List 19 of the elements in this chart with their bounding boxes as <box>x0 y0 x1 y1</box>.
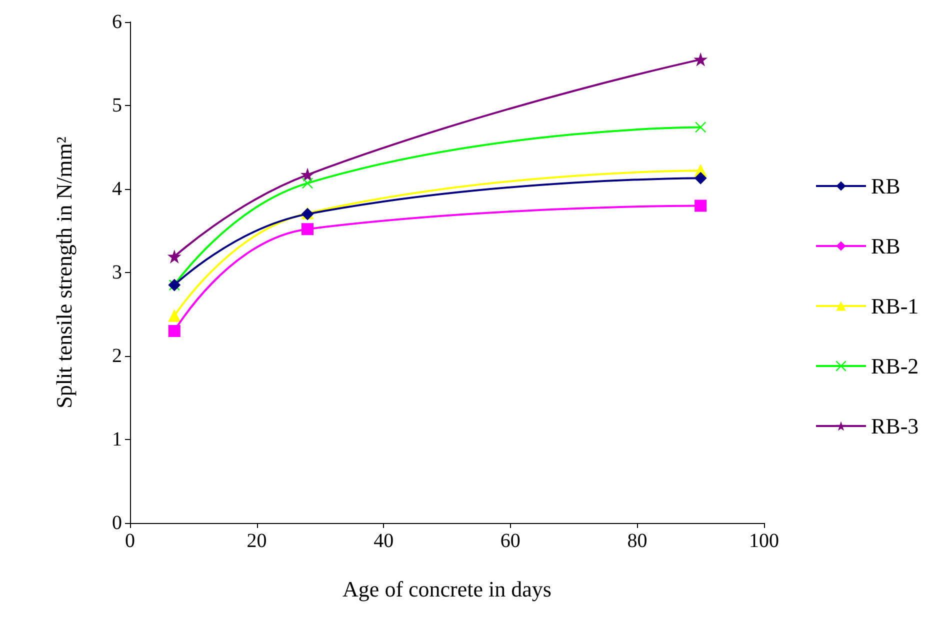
y-tick-label: 2 <box>112 345 122 367</box>
legend-label: RB <box>871 174 900 198</box>
legend-label: RB-2 <box>871 354 919 378</box>
x-tick-label: 100 <box>749 530 779 552</box>
y-tick-label: 4 <box>112 178 122 200</box>
legend-label: RB <box>871 234 900 258</box>
legend-label: RB-1 <box>871 294 919 318</box>
x-axis-title: Age of concrete in days <box>342 576 552 602</box>
y-tick-label: 0 <box>112 512 122 534</box>
legend-label: RB-3 <box>871 414 919 438</box>
y-tick-label: 1 <box>112 428 122 450</box>
x-tick-label: 40 <box>374 530 394 552</box>
y-tick-label: 6 <box>112 11 122 33</box>
y-tick-label: 5 <box>112 94 122 116</box>
x-tick-label: 80 <box>627 530 648 552</box>
x-tick-label: 20 <box>246 530 267 552</box>
y-tick-label: 3 <box>112 262 122 284</box>
x-tick-label: 60 <box>500 530 520 552</box>
y-axis-title: Split tensile strength in N/mm² <box>52 136 76 408</box>
